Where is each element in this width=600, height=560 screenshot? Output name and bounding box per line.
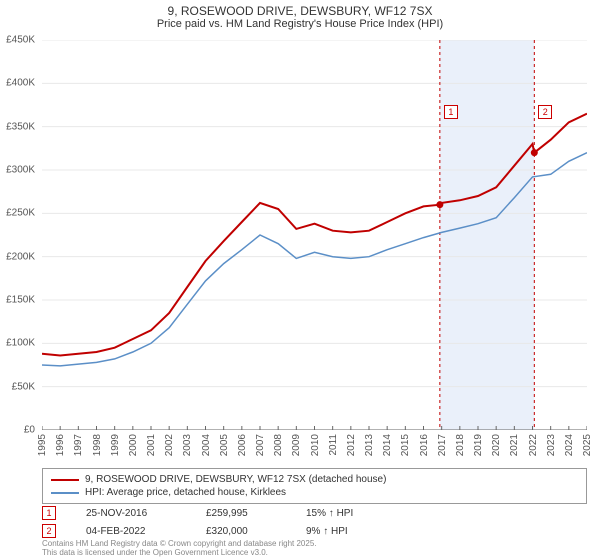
- x-axis-label: 1996: [55, 434, 66, 456]
- y-axis-label: £50K: [0, 381, 35, 392]
- x-axis-label: 2019: [473, 434, 484, 456]
- x-axis-label: 1998: [92, 434, 103, 456]
- x-axis-label: 2015: [400, 434, 411, 456]
- y-axis-label: £450K: [0, 35, 35, 46]
- y-axis-label: £150K: [0, 295, 35, 306]
- x-axis-label: 2013: [364, 434, 375, 456]
- x-axis-label: 2009: [291, 434, 302, 456]
- x-axis-label: 2006: [237, 434, 248, 456]
- y-axis-label: £300K: [0, 165, 35, 176]
- legend-swatch: [51, 492, 79, 494]
- marker-date: 25-NOV-2016: [86, 508, 176, 519]
- chart-marker-1: 1: [444, 105, 458, 119]
- x-axis-label: 2016: [419, 434, 430, 456]
- x-axis-label: 2007: [255, 434, 266, 456]
- x-axis-label: 2012: [346, 434, 357, 456]
- y-axis-label: £250K: [0, 208, 35, 219]
- x-axis-label: 2022: [528, 434, 539, 456]
- legend-label: HPI: Average price, detached house, Kirk…: [85, 487, 286, 498]
- x-axis-label: 2025: [582, 434, 593, 456]
- marker-number: 1: [42, 506, 56, 520]
- chart-svg: [42, 40, 587, 430]
- x-axis-label: 2011: [328, 434, 339, 456]
- marker-pct: 15% ↑ HPI: [306, 508, 376, 519]
- x-axis-label: 2004: [201, 434, 212, 456]
- legend-item: HPI: Average price, detached house, Kirk…: [51, 486, 578, 499]
- title-line2: Price paid vs. HM Land Registry's House …: [0, 18, 600, 30]
- marker-table: 1 25-NOV-2016 £259,995 15% ↑ HPI 2 04-FEB-202…: [42, 504, 376, 540]
- x-axis-label: 1995: [37, 434, 48, 456]
- marker-price: £320,000: [206, 526, 276, 537]
- x-axis-label: 2005: [219, 434, 230, 456]
- marker-pct: 9% ↑ HPI: [306, 526, 376, 537]
- title-block: 9, ROSEWOOD DRIVE, DEWSBURY, WF12 7SX Pr…: [0, 0, 600, 32]
- y-axis-label: £100K: [0, 338, 35, 349]
- y-axis-label: £400K: [0, 78, 35, 89]
- x-axis-label: 2008: [273, 434, 284, 456]
- legend-swatch: [51, 479, 79, 481]
- x-axis-label: 2014: [382, 434, 393, 456]
- x-axis-label: 2002: [164, 434, 175, 456]
- marker-price: £259,995: [206, 508, 276, 519]
- marker-date: 04-FEB-2022: [86, 526, 176, 537]
- marker-row: 2 04-FEB-2022 £320,000 9% ↑ HPI: [42, 522, 376, 540]
- legend-item: 9, ROSEWOOD DRIVE, DEWSBURY, WF12 7SX (d…: [51, 473, 578, 486]
- x-axis-label: 2017: [437, 434, 448, 456]
- footer: Contains HM Land Registry data © Crown c…: [42, 540, 317, 558]
- chart-container: 9, ROSEWOOD DRIVE, DEWSBURY, WF12 7SX Pr…: [0, 0, 600, 560]
- x-axis-label: 2024: [564, 434, 575, 456]
- chart-area: £0£50K£100K£150K£200K£250K£300K£350K£400…: [42, 40, 587, 430]
- legend-label: 9, ROSEWOOD DRIVE, DEWSBURY, WF12 7SX (d…: [85, 474, 386, 485]
- y-axis-label: £350K: [0, 121, 35, 132]
- x-axis-label: 2018: [455, 434, 466, 456]
- x-axis-label: 2001: [146, 434, 157, 456]
- footer-line2: This data is licensed under the Open Gov…: [42, 549, 317, 558]
- title-line1: 9, ROSEWOOD DRIVE, DEWSBURY, WF12 7SX: [0, 4, 600, 18]
- x-axis-label: 1999: [110, 434, 121, 456]
- x-axis-label: 2000: [128, 434, 139, 456]
- y-axis-label: £200K: [0, 251, 35, 262]
- y-axis-label: £0: [0, 425, 35, 436]
- x-axis-label: 2003: [182, 434, 193, 456]
- x-axis-label: 1997: [73, 434, 84, 456]
- legend: 9, ROSEWOOD DRIVE, DEWSBURY, WF12 7SX (d…: [42, 468, 587, 504]
- marker-number: 2: [42, 524, 56, 538]
- x-axis-label: 2021: [509, 434, 520, 456]
- x-axis-label: 2023: [546, 434, 557, 456]
- x-axis-label: 2020: [491, 434, 502, 456]
- x-axis-label: 2010: [310, 434, 321, 456]
- marker-row: 1 25-NOV-2016 £259,995 15% ↑ HPI: [42, 504, 376, 522]
- chart-marker-2: 2: [538, 105, 552, 119]
